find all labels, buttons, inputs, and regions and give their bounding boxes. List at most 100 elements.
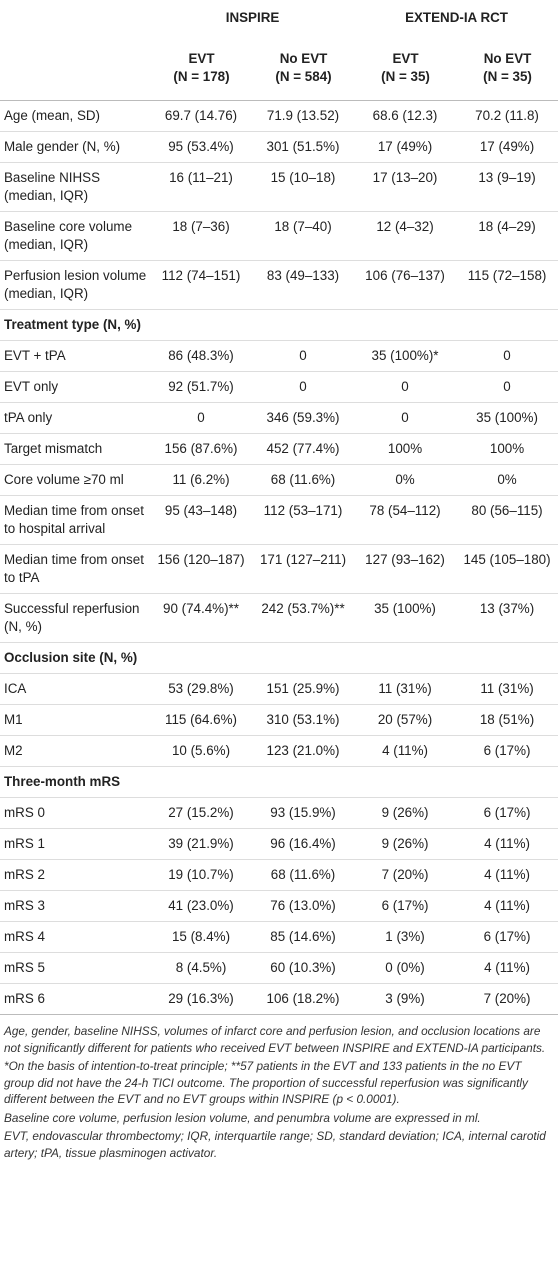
cell: 127 (93–162) bbox=[354, 544, 457, 594]
cell: 4 (11%) bbox=[456, 890, 558, 922]
row-label: M2 bbox=[0, 735, 150, 767]
data-row: Core volume ≥70 ml 11 (6.2%) 68 (11.6%) 0% 0… bbox=[0, 464, 558, 496]
column-row: EVT (N = 178) No EVT (N = 584) EVT (N = 35) No… bbox=[0, 36, 558, 101]
data-row: mRS 6 29 (16.3%) 106 (18.2%) 3 (9%) 7 (20%) bbox=[0, 983, 558, 1014]
cell: 106 (18.2%) bbox=[252, 983, 355, 1014]
data-row: tPA only 0 346 (59.3%) 0 35 (100%) bbox=[0, 402, 558, 434]
cell: 171 (127–211) bbox=[252, 544, 355, 594]
cell: 19 (10.7%) bbox=[150, 859, 252, 891]
cell: 18 (51%) bbox=[456, 704, 558, 736]
data-row: EVT only 92 (51.7%) 0 0 0 bbox=[0, 371, 558, 403]
cell: 4 (11%) bbox=[456, 859, 558, 891]
row-label: mRS 0 bbox=[0, 797, 150, 829]
row-label: mRS 1 bbox=[0, 828, 150, 860]
cell: 7 (20%) bbox=[456, 983, 558, 1014]
cell: 0 bbox=[252, 371, 355, 403]
cell: 86 (48.3%) bbox=[150, 340, 252, 372]
column-header: EVT (N = 35) bbox=[354, 36, 457, 101]
cell: 10 (5.6%) bbox=[150, 735, 252, 767]
column-name: EVT bbox=[188, 51, 215, 66]
data-row: Target mismatch 156 (87.6%) 452 (77.4%) 100… bbox=[0, 433, 558, 465]
cell: 16 (11–21) bbox=[150, 162, 252, 212]
cell: 85 (14.6%) bbox=[252, 921, 355, 953]
cell: 20 (57%) bbox=[354, 704, 457, 736]
row-label: mRS 5 bbox=[0, 952, 150, 984]
cell: 71.9 (13.52) bbox=[252, 100, 355, 132]
row-label: Successful reperfusion (N, %) bbox=[0, 593, 150, 643]
footnotes: Age, gender, baseline NIHSS, volumes of … bbox=[0, 1014, 558, 1161]
cell: 9 (26%) bbox=[354, 797, 457, 829]
row-label: mRS 3 bbox=[0, 890, 150, 922]
cell: 452 (77.4%) bbox=[252, 433, 355, 465]
cell: 8 (4.5%) bbox=[150, 952, 252, 984]
row-label: Median time from onset to hospital arriv… bbox=[0, 495, 150, 545]
cell: 115 (64.6%) bbox=[150, 704, 252, 736]
cell: 35 (100%) bbox=[456, 402, 558, 434]
cell: 13 (37%) bbox=[456, 593, 558, 643]
cell: 78 (54–112) bbox=[354, 495, 457, 545]
data-row: Male gender (N, %) 95 (53.4%) 301 (51.5%) 1… bbox=[0, 131, 558, 163]
cell: 6 (17%) bbox=[354, 890, 457, 922]
row-label: Baseline NIHSS (median, IQR) bbox=[0, 162, 150, 212]
data-row: EVT + tPA 86 (48.3%) 0 35 (100%)* 0 bbox=[0, 340, 558, 372]
data-row: mRS 1 39 (21.9%) 96 (16.4%) 9 (26%) 4 (11%) bbox=[0, 828, 558, 860]
section-heading: Treatment type (N, %) bbox=[0, 309, 558, 341]
data-row: Median time from onset to hospital arriv… bbox=[0, 495, 558, 545]
row-label: tPA only bbox=[0, 402, 150, 434]
cell: 4 (11%) bbox=[456, 828, 558, 860]
data-row: mRS 0 27 (15.2%) 93 (15.9%) 9 (26%) 6 (17%) bbox=[0, 797, 558, 829]
cell: 115 (72–158) bbox=[456, 260, 558, 310]
cell: 95 (43–148) bbox=[150, 495, 252, 545]
data-row: Median time from onset to tPA 156 (120–18… bbox=[0, 544, 558, 594]
row-label: EVT only bbox=[0, 371, 150, 403]
cell: 0 (0%) bbox=[354, 952, 457, 984]
cell: 112 (53–171) bbox=[252, 495, 355, 545]
cell: 70.2 (11.8) bbox=[456, 100, 558, 132]
cell: 0 bbox=[354, 402, 457, 434]
column-name: No EVT bbox=[279, 51, 328, 66]
cell: 92 (51.7%) bbox=[150, 371, 252, 403]
cell: 68 (11.6%) bbox=[252, 464, 355, 496]
cell: 83 (49–133) bbox=[252, 260, 355, 310]
cell: 3 (9%) bbox=[354, 983, 457, 1014]
data-row: Baseline NIHSS (median, IQR) 16 (11–21) 15… bbox=[0, 162, 558, 212]
section-row: Treatment type (N, %) bbox=[0, 309, 558, 341]
section-heading: Occlusion site (N, %) bbox=[0, 642, 558, 674]
data-row: mRS 4 15 (8.4%) 85 (14.6%) 1 (3%) 6 (17%) bbox=[0, 921, 558, 953]
footnote: EVT, endovascular thrombectomy; IQR, int… bbox=[4, 1129, 546, 1160]
data-row: Baseline core volume (median, IQR) 18 (7–… bbox=[0, 211, 558, 261]
cell: 0 bbox=[354, 371, 457, 403]
cell: 6 (17%) bbox=[456, 797, 558, 829]
cell: 123 (21.0%) bbox=[252, 735, 355, 767]
cell: 90 (74.4%)** bbox=[150, 593, 252, 643]
data-row: Successful reperfusion (N, %) 90 (74.4%)*… bbox=[0, 593, 558, 643]
row-label: EVT + tPA bbox=[0, 340, 150, 372]
cell: 17 (13–20) bbox=[354, 162, 457, 212]
data-row: M2 10 (5.6%) 123 (21.0%) 4 (11%) 6 (17%) bbox=[0, 735, 558, 767]
cell: 96 (16.4%) bbox=[252, 828, 355, 860]
footnote: Baseline core volume, perfusion lesion v… bbox=[4, 1110, 481, 1125]
group-row: INSPIRE EXTEND-IA RCT bbox=[0, 0, 558, 36]
cell: 0 bbox=[456, 371, 558, 403]
data-row: Perfusion lesion volume (median, IQR) 112… bbox=[0, 260, 558, 310]
footnote: *On the basis of intention-to-treat prin… bbox=[4, 1059, 528, 1106]
cell: 18 (4–29) bbox=[456, 211, 558, 261]
section-heading: Three-month mRS bbox=[0, 766, 558, 798]
cell: 12 (4–32) bbox=[354, 211, 457, 261]
column-n: (N = 584) bbox=[275, 69, 332, 84]
column-header: No EVT (N = 584) bbox=[252, 36, 355, 101]
cell: 112 (74–151) bbox=[150, 260, 252, 310]
row-label: Male gender (N, %) bbox=[0, 131, 150, 163]
column-header: EVT (N = 178) bbox=[150, 36, 252, 101]
row-label: mRS 6 bbox=[0, 983, 150, 1014]
data-table: INSPIRE EXTEND-IA RCT EVT (N = 178) No EVT (N… bbox=[0, 0, 558, 1014]
row-label: Target mismatch bbox=[0, 433, 150, 465]
cell: 310 (53.1%) bbox=[252, 704, 355, 736]
row-label: Age (mean, SD) bbox=[0, 100, 150, 132]
cell: 156 (120–187) bbox=[150, 544, 252, 594]
column-name: EVT bbox=[392, 51, 419, 66]
cell: 15 (8.4%) bbox=[150, 921, 252, 953]
column-name: No EVT bbox=[483, 51, 532, 66]
cell: 0 bbox=[252, 340, 355, 372]
